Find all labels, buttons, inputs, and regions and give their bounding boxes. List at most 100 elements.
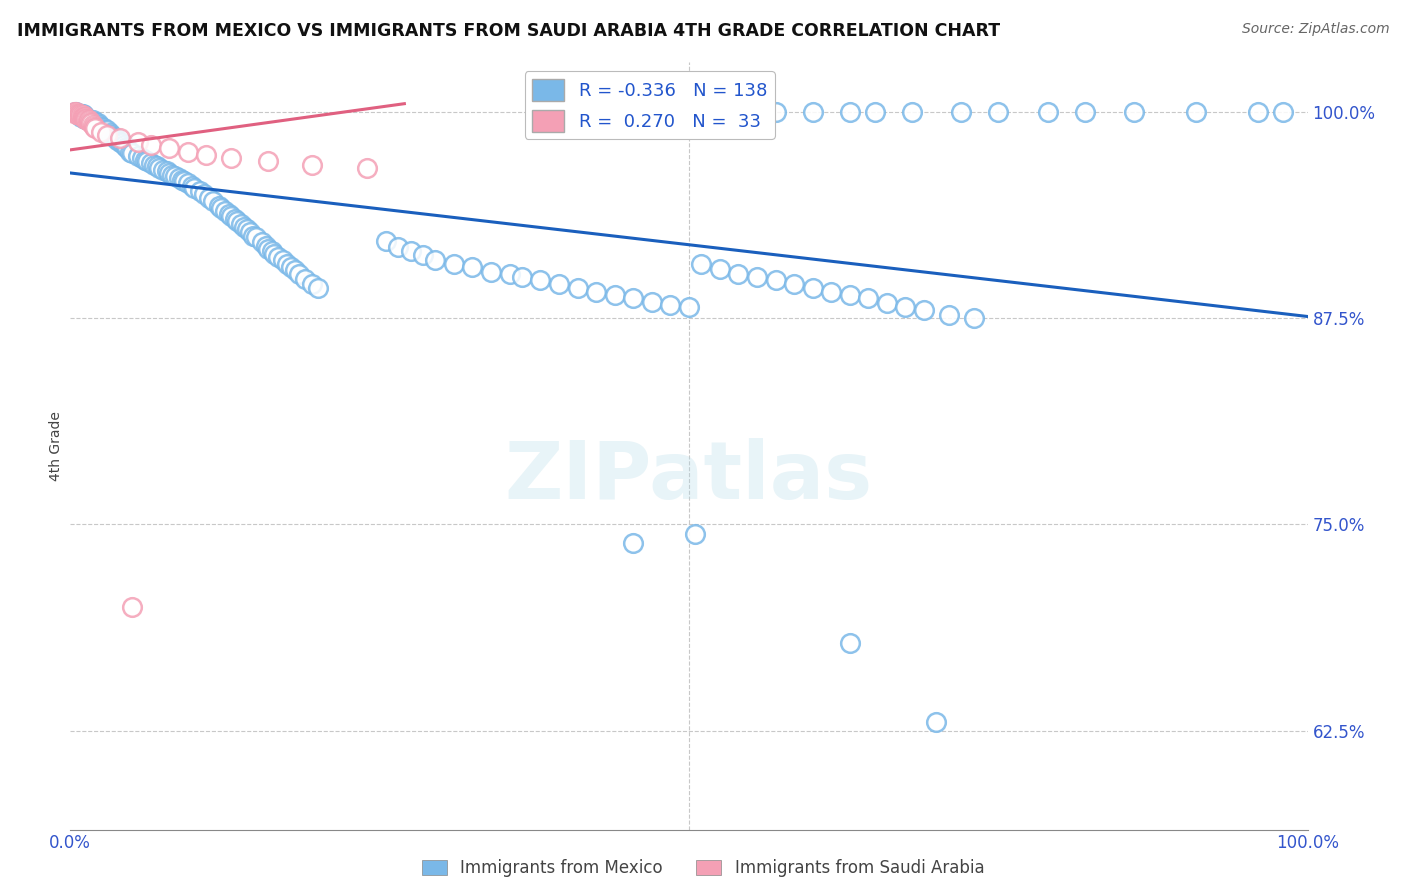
Point (143, 158, 166, 172)
Point (894, 300, 917, 314)
Point (301, 277, 323, 291)
Point (1247, 104, 1270, 119)
Point (250, 235, 273, 250)
Point (82, 113, 104, 128)
Point (90, 125, 112, 139)
Point (683, 527, 706, 541)
Point (183, 181, 205, 195)
Point (690, 257, 713, 271)
Point (280, 260, 302, 274)
Legend: Immigrants from Mexico, Immigrants from Saudi Arabia: Immigrants from Mexico, Immigrants from … (415, 853, 991, 884)
Point (745, 269, 768, 284)
Point (127, 135, 149, 149)
Point (84, 115, 107, 129)
Point (232, 220, 254, 235)
Point (170, 172, 193, 186)
Point (224, 212, 246, 227)
Point (67, 108, 90, 122)
Point (111, 136, 134, 151)
Point (69, 106, 91, 120)
Point (301, 158, 323, 172)
Point (260, 244, 283, 258)
Point (276, 257, 298, 271)
Point (108, 131, 131, 145)
Point (160, 168, 183, 182)
Point (1074, 104, 1097, 119)
Point (152, 162, 174, 177)
Point (86, 116, 108, 130)
Point (136, 154, 159, 169)
Point (621, 291, 644, 305)
Point (79, 115, 101, 129)
Point (139, 156, 162, 170)
Point (72, 108, 94, 122)
Point (177, 176, 200, 190)
Point (987, 104, 1010, 119)
Point (801, 104, 824, 119)
Point (356, 161, 378, 175)
Point (69, 106, 91, 120)
Point (73, 110, 96, 124)
Point (1123, 104, 1146, 119)
Point (70, 108, 93, 122)
Point (148, 161, 170, 175)
Point (131, 151, 153, 165)
Y-axis label: 4th Grade: 4th Grade (49, 411, 63, 481)
Point (127, 149, 149, 163)
Point (98, 127, 121, 141)
Point (219, 151, 242, 165)
Point (218, 207, 240, 221)
Point (254, 238, 277, 252)
Point (567, 281, 589, 295)
Point (69, 108, 91, 122)
Point (603, 288, 626, 302)
Point (461, 260, 484, 274)
Point (783, 277, 806, 291)
Text: IMMIGRANTS FROM MEXICO VS IMMIGRANTS FROM SAUDI ARABIA 4TH GRADE CORRELATION CHA: IMMIGRANTS FROM MEXICO VS IMMIGRANTS FRO… (17, 22, 1000, 40)
Point (72, 108, 94, 122)
Point (70, 110, 93, 124)
Point (180, 179, 202, 194)
Point (105, 133, 128, 147)
Text: ZIPatlas: ZIPatlas (505, 438, 873, 516)
Point (765, 273, 787, 287)
Point (76, 113, 98, 128)
Point (838, 636, 860, 650)
Point (80, 116, 103, 130)
Point (294, 271, 316, 285)
Point (66, 106, 89, 120)
Point (72, 106, 94, 120)
Legend: R = -0.336   N = 138, R =  0.270   N =  33: R = -0.336 N = 138, R = 0.270 N = 33 (524, 71, 775, 139)
Point (510, 269, 533, 284)
Point (479, 265, 502, 279)
Point (925, 715, 948, 730)
Point (75, 112, 97, 126)
Point (139, 137, 162, 152)
Point (548, 277, 571, 291)
Point (621, 535, 644, 549)
Point (75, 110, 97, 124)
Point (209, 201, 232, 215)
Point (529, 273, 551, 287)
Point (105, 131, 128, 145)
Point (65, 104, 87, 119)
Point (201, 194, 224, 208)
Point (198, 191, 221, 205)
Point (863, 104, 886, 119)
Point (938, 308, 960, 322)
Point (498, 267, 520, 281)
Point (443, 257, 465, 271)
Point (75, 110, 97, 124)
Point (374, 234, 396, 248)
Point (950, 104, 973, 119)
Point (257, 242, 280, 256)
Point (912, 302, 935, 317)
Point (307, 281, 329, 295)
Point (387, 240, 409, 254)
Point (70, 106, 93, 120)
Point (103, 129, 125, 144)
Point (73, 110, 96, 124)
Point (177, 145, 200, 159)
Point (84, 121, 107, 136)
Point (1185, 104, 1208, 119)
